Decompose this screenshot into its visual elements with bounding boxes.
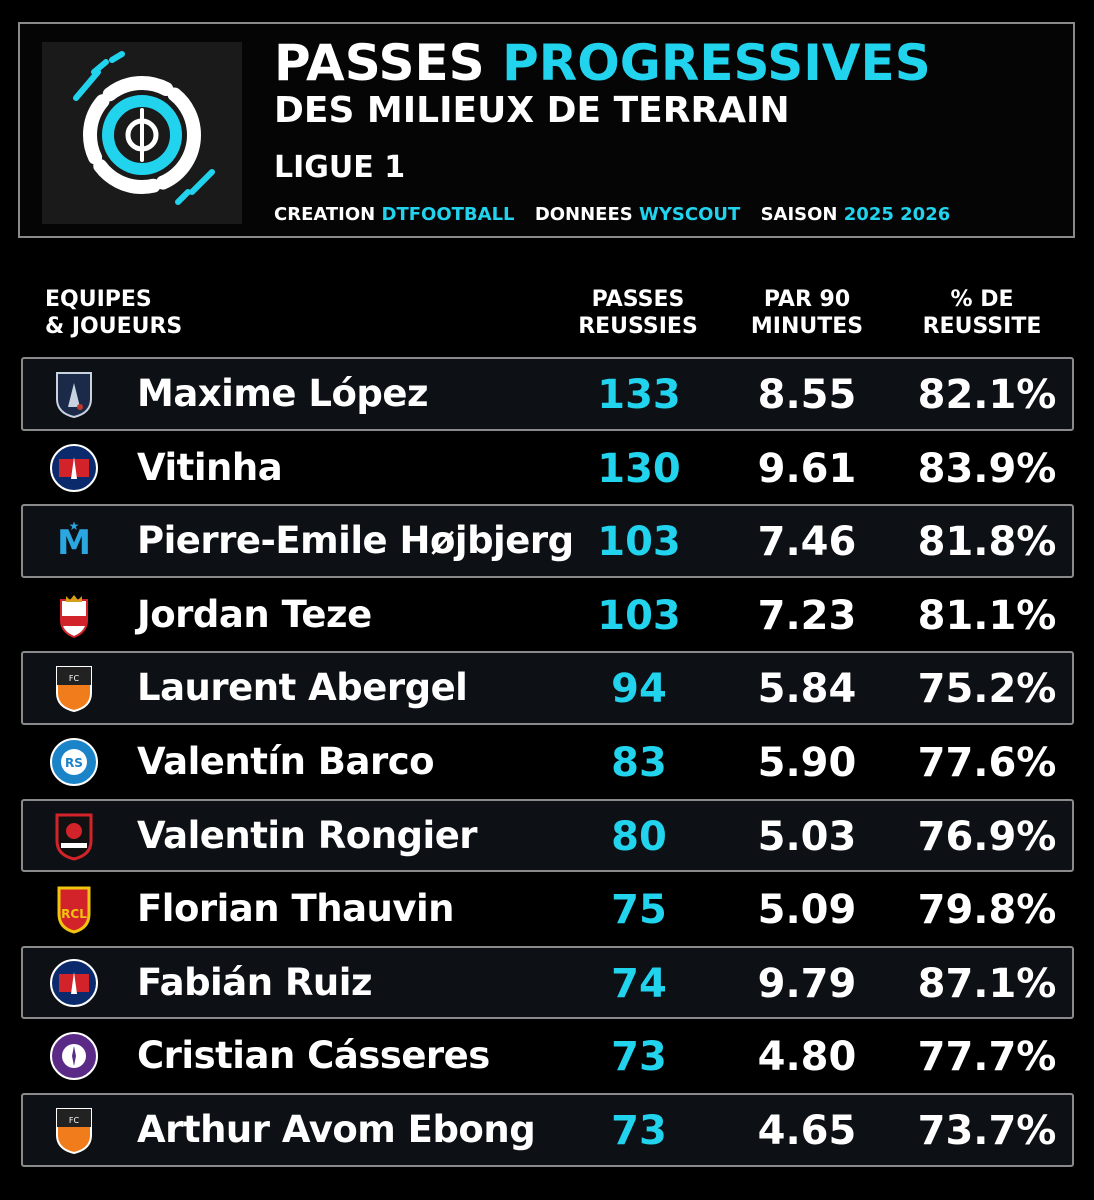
per90-value: 7.23 <box>757 592 857 639</box>
player-name: Arthur Avom Ebong <box>137 1107 536 1151</box>
lorient-crest-icon: FC <box>49 1105 99 1155</box>
passes-value: 73 <box>611 1107 667 1154</box>
success-rate-value: 81.1% <box>917 592 1057 639</box>
success-rate-value: 73.7% <box>917 1107 1057 1154</box>
passes-value: 130 <box>597 445 681 492</box>
passes-value: 73 <box>611 1034 667 1081</box>
player-name: Fabián Ruiz <box>137 960 372 1004</box>
per90-value: 5.03 <box>757 813 857 860</box>
passes-value: 103 <box>597 519 681 566</box>
title-accent: PROGRESSIVES <box>502 34 931 92</box>
success-rate-value: 87.1% <box>917 960 1057 1007</box>
svg-text:★: ★ <box>69 519 80 533</box>
table-row: Vitinha 130 9.61 83.9% <box>21 431 1074 505</box>
toulouse-crest-icon <box>49 1031 99 1081</box>
passes-value: 94 <box>611 666 667 713</box>
column-header-success-rate: % DE REUSSITE <box>905 286 1059 340</box>
league-label: LIGUE 1 <box>274 150 406 185</box>
passes-value: 75 <box>611 887 667 934</box>
rennes-crest-icon <box>49 811 99 861</box>
strasbourg-crest-icon: RS <box>49 737 99 787</box>
per90-value: 5.90 <box>757 739 857 786</box>
column-header-line: PAR 90 <box>763 287 851 312</box>
header-panel: PASSES PROGRESSIVES DES MILIEUX DE TERRA… <box>18 22 1075 238</box>
column-header-line: EQUIPES <box>45 287 152 312</box>
column-header-passes: PASSES REUSSIES <box>562 286 714 340</box>
season-label: SAISON <box>760 204 838 225</box>
creation-label: CREATION <box>274 204 376 225</box>
player-name: Florian Thauvin <box>137 887 455 931</box>
success-rate-value: 81.8% <box>917 519 1057 566</box>
column-header-line: REUSSITE <box>922 314 1042 339</box>
page-title: PASSES PROGRESSIVES <box>274 34 931 92</box>
per90-value: 9.61 <box>757 445 857 492</box>
per90-value: 7.46 <box>757 519 857 566</box>
psg-crest-icon <box>49 443 99 493</box>
per90-value: 4.80 <box>757 1034 857 1081</box>
per90-value: 5.84 <box>757 666 857 713</box>
passes-value: 133 <box>597 372 681 418</box>
column-header-line: & JOUEURS <box>45 314 183 339</box>
svg-text:FC: FC <box>69 674 80 683</box>
column-header-line: PASSES <box>591 287 685 312</box>
table-row: RCL Florian Thauvin 75 5.09 79.8% <box>21 872 1074 946</box>
column-header-team-player: EQUIPES & JOUEURS <box>45 286 182 340</box>
table-row: FC Laurent Abergel 94 5.84 75.2% <box>21 651 1074 725</box>
svg-text:RS: RS <box>65 756 83 770</box>
table-row: M ★ Pierre-Emile Højbjerg 103 7.46 81.8% <box>21 504 1074 578</box>
lorient-crest-icon: FC <box>49 663 99 713</box>
player-name: Valentín Barco <box>137 739 435 783</box>
table-row: Valentin Rongier 80 5.03 76.9% <box>21 798 1074 873</box>
svg-text:FC: FC <box>69 1116 80 1125</box>
success-rate-value: 75.2% <box>917 666 1057 713</box>
per90-value: 8.55 <box>757 372 857 418</box>
table-row: Jordan Teze 103 7.23 81.1% <box>21 578 1074 652</box>
table-row: Maxime López 133 8.55 82.1% <box>21 357 1074 431</box>
player-name: Valentin Rongier <box>137 813 478 857</box>
passes-value: 80 <box>611 813 667 860</box>
page-subtitle: DES MILIEUX DE TERRAIN <box>274 90 790 131</box>
svg-text:M: M <box>57 523 91 563</box>
passes-value: 103 <box>597 592 681 639</box>
column-header-line: REUSSIES <box>578 314 698 339</box>
data-value: WYSCOUT <box>639 204 741 225</box>
table-row: RS Valentín Barco 83 5.90 77.6% <box>21 725 1074 799</box>
per90-value: 9.79 <box>757 960 857 1007</box>
player-name: Laurent Abergel <box>137 666 468 710</box>
season-value: 2025 2026 <box>843 204 951 225</box>
success-rate-value: 76.9% <box>917 813 1057 860</box>
marseille-crest-icon: M ★ <box>49 516 99 566</box>
table-row: Fabián Ruiz 74 9.79 87.1% <box>21 945 1074 1020</box>
passes-value: 83 <box>611 739 667 786</box>
success-rate-value: 77.7% <box>917 1034 1057 1081</box>
per90-value: 4.65 <box>757 1107 857 1154</box>
svg-text:RCL: RCL <box>61 907 87 921</box>
per90-value: 5.09 <box>757 887 857 934</box>
success-rate-value: 83.9% <box>917 445 1057 492</box>
dtfootball-logo-icon <box>42 42 242 224</box>
paris-fc-crest-icon <box>49 369 99 419</box>
player-name: Cristian Cásseres <box>137 1034 490 1078</box>
player-table: Maxime López 133 8.55 82.1% Vitinha 130 9.61 83… <box>21 357 1074 1167</box>
success-rate-value: 79.8% <box>917 887 1057 934</box>
table-row: Cristian Cásseres 73 4.80 77.7% <box>21 1019 1074 1093</box>
column-header-line: % DE <box>950 287 1014 312</box>
passes-value: 74 <box>611 960 667 1007</box>
table-row: FC Arthur Avom Ebong 73 4.65 73.7% <box>21 1092 1074 1167</box>
player-name: Vitinha <box>137 445 283 489</box>
data-label: DONNEES <box>534 204 633 225</box>
success-rate-value: 77.6% <box>917 739 1057 786</box>
success-rate-value: 82.1% <box>917 372 1057 418</box>
player-name: Maxime López <box>137 372 428 415</box>
column-header-per90: PAR 90 MINUTES <box>736 286 878 340</box>
column-header-line: MINUTES <box>750 314 864 339</box>
title-white: PASSES <box>274 34 485 92</box>
player-name: Jordan Teze <box>137 592 372 636</box>
monaco-crest-icon <box>49 590 99 640</box>
creation-value: DTFOOTBALL <box>381 204 515 225</box>
psg-crest-icon <box>49 958 99 1008</box>
credits-line: CREATION DTFOOTBALL DONNEES WYSCOUT SAIS… <box>274 204 950 225</box>
player-name: Pierre-Emile Højbjerg <box>137 519 574 563</box>
lens-crest-icon: RCL <box>49 884 99 934</box>
